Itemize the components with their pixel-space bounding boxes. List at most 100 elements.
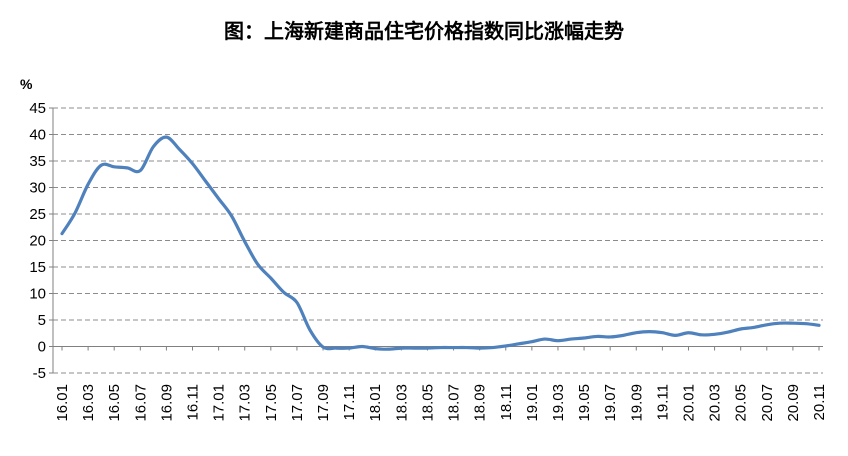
data-point <box>138 169 142 173</box>
data-point <box>204 179 208 183</box>
x-tick-label: 19.01 <box>524 384 541 422</box>
x-tick-label: 17.05 <box>263 384 280 422</box>
data-point <box>804 322 808 326</box>
data-point <box>543 337 547 341</box>
y-tick-label: -5 <box>33 365 46 382</box>
x-tick-label: 16.11 <box>185 384 202 420</box>
x-tick-label: 19.07 <box>602 384 619 422</box>
x-tick-label: 17.07 <box>289 384 306 422</box>
data-point <box>399 346 403 350</box>
data-point <box>321 345 325 349</box>
y-tick-label: 10 <box>29 286 46 303</box>
data-point <box>752 325 756 329</box>
x-tick-label: 20.07 <box>759 384 776 422</box>
data-point <box>151 145 155 149</box>
x-tick-label: 17.11 <box>341 384 358 420</box>
data-point <box>125 166 129 170</box>
data-point <box>739 327 743 331</box>
data-point <box>191 162 195 166</box>
x-tick-label: 16.05 <box>106 384 123 422</box>
x-tick-label: 20.03 <box>707 384 724 422</box>
data-point <box>817 323 821 327</box>
data-point <box>60 232 64 236</box>
data-point <box>282 290 286 294</box>
data-point <box>647 330 651 334</box>
y-tick-label: 30 <box>29 180 46 197</box>
data-point <box>569 337 573 341</box>
data-point <box>425 346 429 350</box>
data-point <box>582 336 586 340</box>
y-tick-label: 35 <box>29 153 46 170</box>
x-tick-label: 20.05 <box>733 384 750 422</box>
x-tick-label: 17.09 <box>315 384 332 422</box>
data-point <box>386 347 390 351</box>
y-tick-label: 25 <box>29 206 46 223</box>
gridlines <box>53 107 823 374</box>
x-tick-label: 18.11 <box>498 384 515 420</box>
x-tick-label: 18.03 <box>393 384 410 422</box>
data-point <box>465 346 469 350</box>
data-point <box>334 346 338 350</box>
data-point <box>504 344 508 348</box>
data-point <box>765 323 769 327</box>
data-point <box>478 346 482 350</box>
data-point <box>713 332 717 336</box>
data-point <box>73 211 77 215</box>
y-tick-label: 5 <box>38 312 46 329</box>
data-point <box>452 346 456 350</box>
x-tick-label: 17.03 <box>237 384 254 422</box>
data-point <box>686 331 690 335</box>
x-tick-label: 16.01 <box>54 384 71 422</box>
x-tick-label: 19.03 <box>550 384 567 422</box>
series-line <box>60 135 821 351</box>
data-point <box>295 301 299 305</box>
data-point <box>791 321 795 325</box>
data-point <box>621 333 625 337</box>
data-point <box>491 346 495 350</box>
data-point <box>530 340 534 344</box>
data-point <box>243 240 247 244</box>
x-tick-label: 19.05 <box>576 384 593 422</box>
y-axis-unit-label: % <box>20 76 33 92</box>
x-tick-label: 17.01 <box>211 384 228 422</box>
data-point <box>700 333 704 337</box>
data-point <box>308 328 312 332</box>
data-point <box>608 335 612 339</box>
data-point <box>517 342 521 346</box>
x-tick-label: 20.11 <box>811 384 828 420</box>
data-point <box>660 331 664 335</box>
x-tick-label: 16.09 <box>158 384 175 422</box>
data-point <box>778 321 782 325</box>
data-point <box>673 333 677 337</box>
data-point <box>230 214 234 218</box>
x-tick-label: 19.09 <box>628 384 645 422</box>
x-tick-label: 18.09 <box>472 384 489 422</box>
y-tick-label: 20 <box>29 233 46 250</box>
data-point <box>634 331 638 335</box>
x-tick-labels: 16.01 16.03 16.05 16.07 16.09 16.11 17.01 17.03… <box>54 384 828 422</box>
data-point <box>112 165 116 169</box>
data-point <box>595 334 599 338</box>
data-point <box>360 345 364 349</box>
data-point <box>347 346 351 350</box>
data-point <box>164 135 168 139</box>
chart-title: 图：上海新建商品住宅价格指数同比涨幅走势 <box>224 19 624 43</box>
data-point <box>373 347 377 351</box>
data-point <box>726 330 730 334</box>
x-tick-label: 18.05 <box>419 384 436 422</box>
data-point <box>99 163 103 167</box>
data-point <box>556 339 560 343</box>
y-tick-label: 40 <box>29 127 46 144</box>
data-point <box>217 197 221 201</box>
x-tick-label: 20.01 <box>680 384 697 422</box>
x-tick-label: 20.09 <box>785 384 802 422</box>
data-point <box>269 276 273 280</box>
x-tick-label: 19.11 <box>654 384 671 420</box>
x-tick-label: 18.07 <box>446 384 463 422</box>
x-tick-label: 16.07 <box>132 384 149 422</box>
x-tick-label: 18.01 <box>367 384 384 422</box>
data-point <box>177 147 181 151</box>
data-point <box>86 182 90 186</box>
